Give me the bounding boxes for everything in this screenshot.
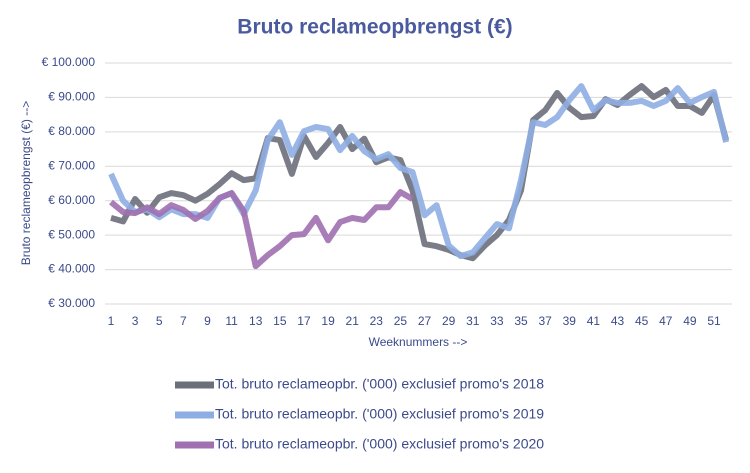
y-tick-label: € 50.000 xyxy=(48,227,95,241)
legend-label: Tot. bruto reclameopbr. ('000) exclusief… xyxy=(215,436,544,452)
x-tick-label: 37 xyxy=(538,314,552,328)
x-tick-label: 3 xyxy=(132,314,139,328)
x-tick-label: 41 xyxy=(587,314,601,328)
y-tick-label: € 70.000 xyxy=(48,158,95,172)
x-tick-label: 5 xyxy=(156,314,163,328)
y-tick-label: € 60.000 xyxy=(48,193,95,207)
x-tick-label: 35 xyxy=(514,314,528,328)
x-tick-label: 39 xyxy=(563,314,577,328)
legend-label: Tot. bruto reclameopbr. ('000) exclusief… xyxy=(215,406,544,422)
y-tick-label: € 100.000 xyxy=(42,55,96,69)
y-tick-label: € 90.000 xyxy=(48,90,95,104)
y-tick-label: € 40.000 xyxy=(48,262,95,276)
series-line xyxy=(109,189,414,270)
x-tick-label: 23 xyxy=(370,314,384,328)
x-tick-label: 51 xyxy=(707,314,721,328)
x-axis-label: Weeknummers --> xyxy=(369,335,468,349)
x-tick-label: 25 xyxy=(394,314,408,328)
x-tick-label: 33 xyxy=(490,314,504,328)
y-tick-label: € 80.000 xyxy=(48,124,95,138)
x-tick-label: 27 xyxy=(418,314,432,328)
x-tick-label: 9 xyxy=(204,314,211,328)
y-tick-label: € 30.000 xyxy=(48,296,95,310)
x-tick-label: 47 xyxy=(659,314,673,328)
x-tick-label: 1 xyxy=(108,314,115,328)
chart-title: Bruto reclameopbrengst (€) xyxy=(237,16,512,39)
x-tick-label: 49 xyxy=(683,314,697,328)
series-line xyxy=(110,83,729,262)
x-tick-label: 15 xyxy=(273,314,287,328)
x-tick-label: 19 xyxy=(321,314,335,328)
x-tick-label: 29 xyxy=(442,314,456,328)
x-tick-label: 43 xyxy=(611,314,625,328)
x-tick-label: 17 xyxy=(297,314,311,328)
x-tick-label: 31 xyxy=(466,314,480,328)
x-tick-label: 45 xyxy=(635,314,649,328)
legend-label: Tot. bruto reclameopbr. ('000) exclusief… xyxy=(215,376,544,392)
y-axis-label: Bruto reclameopbrengst (€) --> xyxy=(19,101,33,265)
x-tick-label: 11 xyxy=(225,314,238,328)
x-tick-label: 21 xyxy=(346,314,360,328)
x-tick-label: 13 xyxy=(249,314,263,328)
x-tick-label: 7 xyxy=(180,314,187,328)
